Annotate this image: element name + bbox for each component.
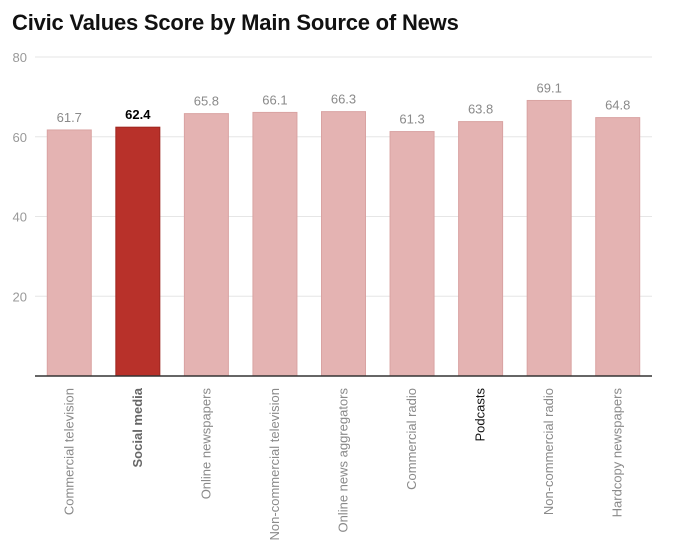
bar-online-newspapers (183, 113, 229, 377)
category-label: Social media (130, 387, 145, 467)
y-tick-label: 80 (13, 50, 27, 65)
chart-title: Civic Values Score by Main Source of New… (12, 10, 459, 35)
value-label: 66.1 (262, 92, 287, 107)
value-label: 65.8 (194, 94, 219, 109)
value-labels: 61.7 62.4 65.8 66.1 66.3 61.3 63.8 69.1 64.8 (57, 80, 631, 126)
bar-podcasts (458, 121, 504, 377)
bar-social-media (115, 126, 161, 377)
category-label: Commercial television (61, 388, 76, 515)
value-label: 62.4 (125, 107, 151, 122)
value-label: 63.8 (468, 102, 493, 117)
y-tick-label: 40 (13, 210, 27, 225)
category-label: Online news aggregators (336, 388, 351, 533)
value-label: 61.3 (399, 112, 424, 127)
category-label: Non-commercial television (267, 388, 282, 540)
bar-online-news-aggregators (321, 111, 366, 377)
category-label: Hardcopy newspapers (610, 388, 625, 518)
y-axis-ticks: 20 40 60 80 (13, 50, 27, 304)
category-label: Commercial radio (404, 388, 419, 490)
bar-non-commercial-radio (526, 99, 572, 377)
y-tick-label: 60 (13, 130, 27, 145)
bar-hardcopy-newspapers (595, 117, 641, 377)
value-label: 69.1 (537, 80, 562, 95)
bar-non-commercial-television (252, 111, 298, 377)
category-label: Non-commercial radio (541, 388, 556, 515)
value-label: 66.3 (331, 92, 356, 107)
bars (46, 99, 641, 377)
y-tick-label: 20 (13, 289, 27, 304)
bar-commercial-radio (389, 131, 435, 377)
value-label: 64.8 (605, 98, 630, 113)
value-label: 61.7 (57, 110, 82, 125)
category-label: Online newspapers (198, 388, 213, 500)
bar-commercial-television (46, 129, 92, 377)
category-labels: Commercial television Social media Online … (61, 387, 624, 540)
category-label: Podcasts (473, 388, 488, 442)
